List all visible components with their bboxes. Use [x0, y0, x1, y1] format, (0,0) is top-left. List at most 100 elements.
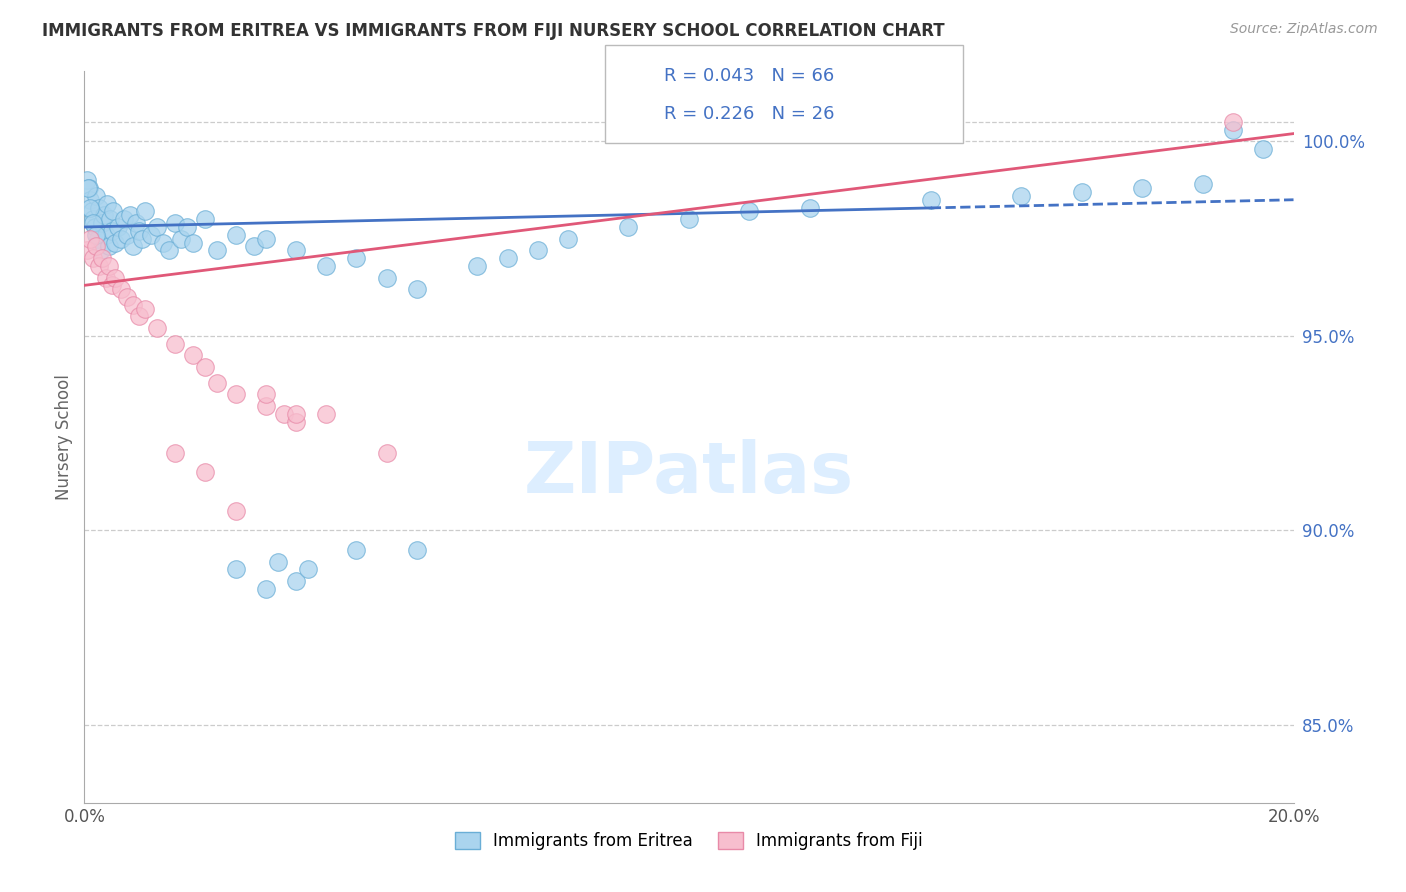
Point	[165, 445, 187, 459]
Point	[82, 251, 104, 265]
Point	[1222, 115, 1244, 129]
Point	[194, 212, 217, 227]
Point	[254, 232, 277, 246]
Point	[285, 415, 308, 429]
Point	[146, 321, 169, 335]
Point	[103, 204, 125, 219]
Point	[152, 235, 174, 250]
Point	[79, 232, 101, 246]
Point	[100, 224, 122, 238]
Point	[121, 298, 143, 312]
Point	[315, 259, 337, 273]
Text: ZIPatlas: ZIPatlas	[524, 439, 853, 508]
Point	[1011, 189, 1033, 203]
Point	[84, 219, 107, 234]
Point	[617, 219, 640, 234]
Text: R = 0.226   N = 26: R = 0.226 N = 26	[664, 105, 834, 123]
Point	[157, 244, 180, 258]
Point	[77, 181, 100, 195]
Point	[285, 407, 308, 421]
Point	[115, 227, 138, 242]
Point	[112, 212, 135, 227]
Point	[254, 387, 277, 401]
Point	[100, 278, 122, 293]
Point	[1071, 185, 1094, 199]
Point	[79, 201, 101, 215]
Legend: Immigrants from Eritrea, Immigrants from Fiji: Immigrants from Eritrea, Immigrants from…	[449, 825, 929, 856]
Point	[165, 336, 187, 351]
Point	[527, 244, 550, 258]
Point	[94, 270, 117, 285]
Point	[97, 239, 120, 253]
Point	[110, 232, 132, 246]
Point	[86, 232, 108, 246]
Point	[375, 270, 398, 285]
Point	[225, 562, 247, 576]
Point	[315, 407, 337, 421]
Point	[90, 244, 112, 258]
Point	[678, 212, 700, 227]
Point	[93, 208, 115, 222]
Point	[273, 407, 295, 421]
Point	[115, 290, 138, 304]
Point	[134, 204, 156, 219]
Point	[139, 227, 162, 242]
Point	[91, 251, 114, 265]
Point	[181, 235, 204, 250]
Point	[110, 282, 132, 296]
Point	[1222, 122, 1244, 136]
Point	[181, 348, 204, 362]
Point	[738, 204, 761, 219]
Point	[225, 504, 247, 518]
Point	[799, 201, 821, 215]
Text: Source: ZipAtlas.com: Source: ZipAtlas.com	[1230, 22, 1378, 37]
Point	[254, 582, 277, 596]
Point	[207, 376, 229, 390]
Point	[1132, 181, 1154, 195]
Point	[225, 227, 247, 242]
Point	[76, 173, 98, 187]
Point	[557, 232, 579, 246]
Point	[406, 282, 429, 296]
Point	[134, 301, 156, 316]
Point	[146, 219, 169, 234]
Point	[1253, 142, 1275, 156]
Point	[82, 216, 104, 230]
Point	[91, 216, 114, 230]
Point	[346, 251, 368, 265]
Point	[297, 562, 319, 576]
Point	[84, 227, 107, 242]
Point	[86, 239, 108, 253]
Point	[96, 196, 118, 211]
Point	[165, 216, 187, 230]
Point	[97, 259, 120, 273]
Point	[76, 244, 98, 258]
Point	[107, 219, 129, 234]
Point	[176, 219, 198, 234]
Point	[94, 227, 117, 242]
Point	[118, 208, 141, 222]
Point	[285, 244, 308, 258]
Point	[128, 224, 150, 238]
Point	[267, 555, 290, 569]
Point	[104, 270, 127, 285]
Point	[98, 212, 121, 227]
Point	[121, 239, 143, 253]
Point	[89, 201, 111, 215]
Point	[194, 359, 217, 374]
Point	[346, 542, 368, 557]
Point	[79, 193, 101, 207]
Point	[375, 445, 398, 459]
Point	[285, 574, 308, 588]
Point	[406, 542, 429, 557]
Point	[207, 244, 229, 258]
Point	[89, 259, 111, 273]
Point	[77, 181, 100, 195]
Point	[86, 189, 108, 203]
Point	[80, 204, 103, 219]
Point	[170, 232, 193, 246]
Point	[104, 235, 127, 250]
Point	[125, 216, 148, 230]
Y-axis label: Nursery School: Nursery School	[55, 374, 73, 500]
Point	[128, 310, 150, 324]
